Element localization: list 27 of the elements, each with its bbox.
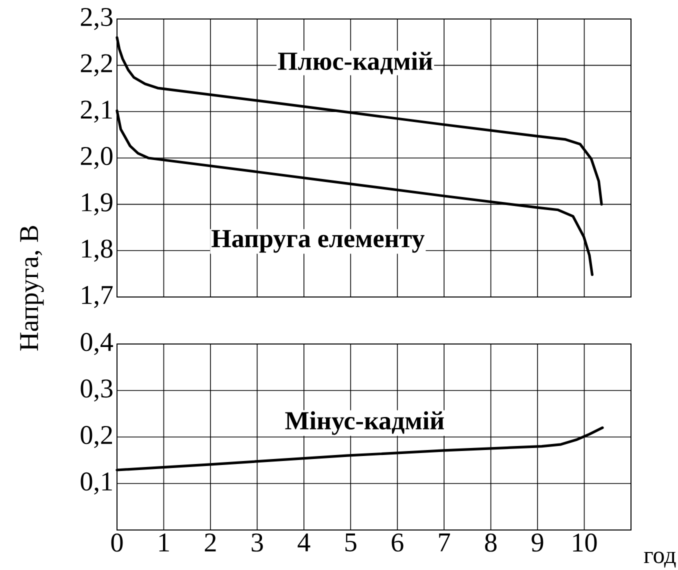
y-tick-label: 1,8 — [82, 240, 112, 262]
x-tick-label: 0 — [111, 534, 123, 552]
x-tick-label: 9 — [532, 534, 544, 552]
y-tick-label: 1,7 — [82, 286, 113, 308]
x-tick-label: 5 — [345, 534, 356, 552]
x-tick-label: 2 — [204, 534, 216, 552]
y-tick-label: 2,0 — [80, 146, 112, 170]
y-tick-label: 2,2 — [80, 54, 112, 76]
x-axis-title: год — [644, 552, 676, 568]
x-tick-label: 4 — [298, 534, 310, 552]
y-tick-label: 2,1 — [80, 100, 112, 123]
x-tick-label: 3 — [252, 534, 263, 552]
y-tick-label: 1,9 — [82, 193, 112, 216]
x-tick-label: 6 — [392, 534, 404, 552]
x-tick-label: 8 — [485, 534, 497, 552]
series-label: Напруга елементу — [212, 230, 424, 253]
y-tick-label: 0,1 — [80, 472, 112, 495]
x-tick-label: 1 — [159, 534, 169, 552]
x-tick-label: 10 — [573, 534, 597, 552]
x-tick-label: 7 — [439, 534, 450, 552]
y-tick-label: 0,2 — [80, 426, 112, 448]
series-label: Мінус-кадмій — [285, 411, 444, 435]
series-label: Плюс-кадмій — [278, 52, 432, 74]
y-tick-label: 0,3 — [80, 379, 112, 402]
y-tick-label: 2,3 — [80, 8, 112, 30]
y-axis-title: Напруга, В — [20, 226, 44, 351]
y-tick-label: 0,4 — [80, 332, 114, 356]
